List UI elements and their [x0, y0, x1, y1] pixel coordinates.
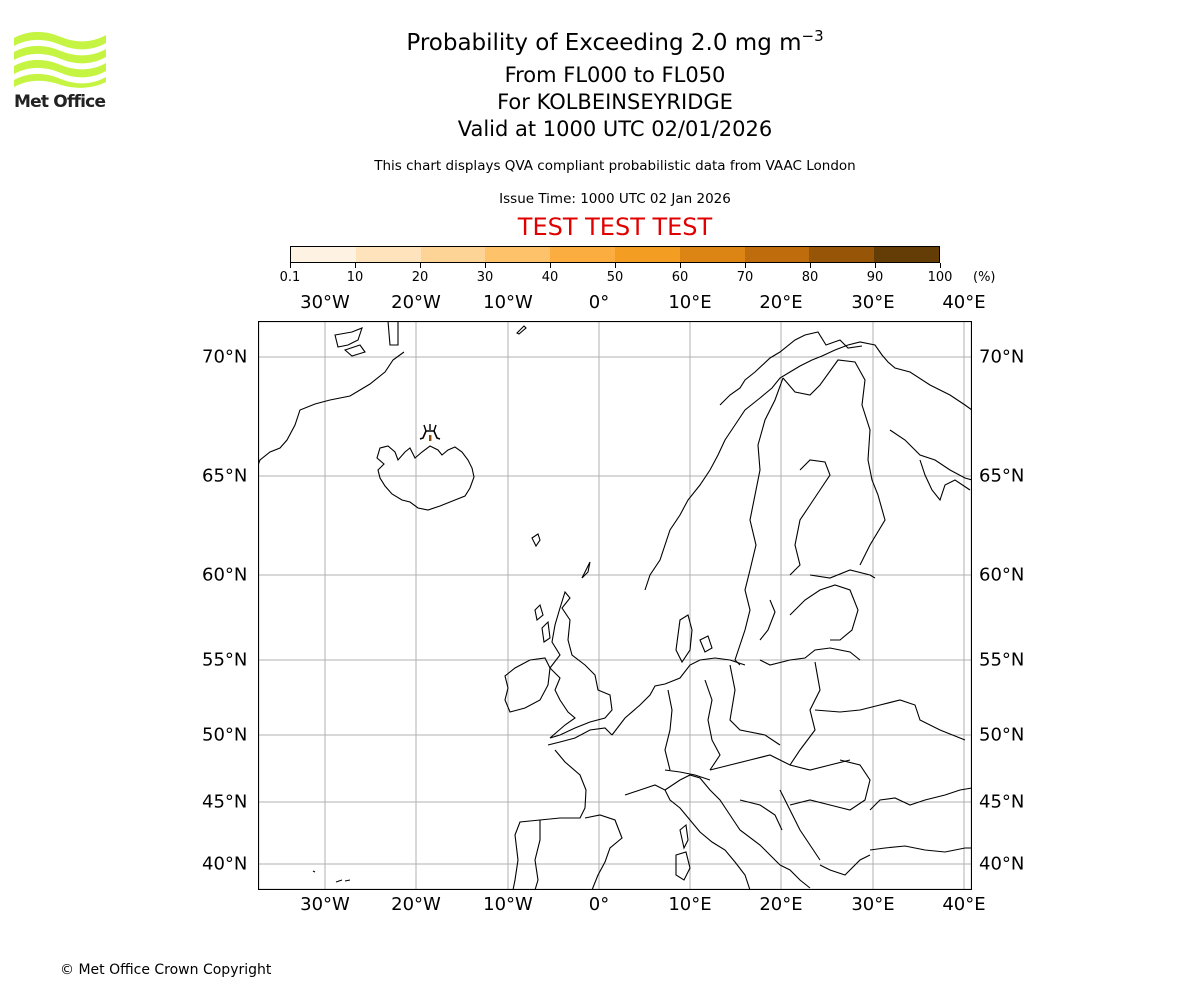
latitude-label: 70°N: [979, 346, 1025, 368]
colorbar-tick: [810, 263, 811, 268]
longitude-label: 0°: [588, 292, 610, 313]
colorbar-unit: (%): [973, 270, 996, 285]
title-text: Probability of Exceeding 2.0 mg m: [406, 30, 802, 56]
latitude-label: 45°N: [202, 791, 248, 813]
latitude-label: 50°N: [202, 724, 248, 746]
latitude-label: 65°N: [979, 465, 1025, 487]
issue-time: Issue Time: 1000 UTC 02 Jan 2026: [499, 191, 731, 207]
longitude-label: 30°E: [851, 894, 895, 915]
level-range: From FL000 to FL050: [504, 63, 726, 87]
longitude-label: 0°: [588, 894, 610, 915]
colorbar-tick: [940, 263, 941, 268]
map-canvas: [257, 320, 973, 891]
longitude-label: 10°E: [668, 292, 712, 313]
copyright-notice: © Met Office Crown Copyright: [60, 962, 272, 978]
colorbar: [290, 246, 940, 263]
colorbar-tick: [680, 263, 681, 268]
colorbar-segment: [485, 247, 551, 262]
volcano-icon[interactable]: [419, 424, 441, 441]
longitude-label: 30°W: [300, 894, 350, 915]
longitude-label: 20°E: [759, 292, 803, 313]
latitude-label: 65°N: [202, 465, 248, 487]
colorbar-tick-label: 0.1: [279, 270, 301, 285]
colorbar-tick-label: 50: [606, 270, 624, 285]
latitude-label: 55°N: [979, 649, 1025, 671]
colorbar-segment: [744, 247, 810, 262]
colorbar-tick-label: 10: [346, 270, 364, 285]
colorbar-segment: [874, 247, 939, 262]
colorbar-tick-label: 80: [801, 270, 819, 285]
met-office-logo: Met Office: [14, 30, 108, 112]
gridlines: [258, 321, 972, 890]
latitude-label: 45°N: [979, 791, 1025, 813]
waves-icon: [14, 31, 106, 88]
map-panel[interactable]: [257, 320, 973, 891]
colorbar-tick: [355, 263, 356, 268]
colorbar-tick-label: 60: [671, 270, 689, 285]
colorbar-tick: [290, 263, 291, 268]
latitude-label: 60°N: [979, 564, 1025, 586]
map-border: [257, 320, 973, 891]
longitude-label: 30°W: [300, 292, 350, 313]
colorbar-tick: [615, 263, 616, 268]
colorbar-tick-label: 40: [541, 270, 559, 285]
colorbar-segment: [550, 247, 615, 262]
colorbar-tick: [550, 263, 551, 268]
latitude-label: 60°N: [202, 564, 248, 586]
colorbar-segment: [291, 247, 356, 262]
latitude-label: 40°N: [979, 853, 1025, 875]
colorbar-tick: [745, 263, 746, 268]
longitude-label: 20°E: [759, 894, 803, 915]
test-banner: TEST TEST TEST: [517, 213, 713, 241]
volcano-name: For KOLBEINSEYRIDGE: [497, 90, 733, 114]
longitude-label: 40°E: [942, 894, 986, 915]
coastlines: [258, 321, 972, 890]
colorbar-tick-label: 20: [411, 270, 429, 285]
longitude-label: 30°E: [851, 292, 895, 313]
colorbar-segment: [355, 247, 421, 262]
latitude-label: 40°N: [202, 853, 248, 875]
colorbar-segment: [679, 247, 745, 262]
longitude-label: 10°W: [483, 292, 533, 313]
logo-wordmark: Met Office: [14, 92, 106, 112]
chart-description: This chart displays QVA compliant probab…: [374, 158, 856, 174]
colorbar-tick-label: 90: [866, 270, 884, 285]
colorbar-segment: [614, 247, 680, 262]
colorbar-segment: [420, 247, 486, 262]
longitude-label: 20°W: [391, 894, 441, 915]
latitude-label: 50°N: [979, 724, 1025, 746]
colorbar-tick-label: 30: [476, 270, 494, 285]
latitude-label: 70°N: [202, 346, 248, 368]
chart-title: Probability of Exceeding 2.0 mg m−3: [0, 27, 1200, 56]
colorbar-tick: [420, 263, 421, 268]
longitude-label: 10°W: [483, 894, 533, 915]
colorbar-segment: [809, 247, 875, 262]
title-superscript: −3: [801, 27, 824, 45]
longitude-label: 10°E: [668, 894, 712, 915]
colorbar-tick: [875, 263, 876, 268]
colorbar-tick-label: 70: [736, 270, 754, 285]
colorbar-tick-label: 100: [927, 270, 953, 285]
colorbar-tick: [485, 263, 486, 268]
valid-time: Valid at 1000 UTC 02/01/2026: [457, 117, 773, 141]
latitude-label: 55°N: [202, 649, 248, 671]
longitude-label: 20°W: [391, 292, 441, 313]
longitude-label: 40°E: [942, 292, 986, 313]
